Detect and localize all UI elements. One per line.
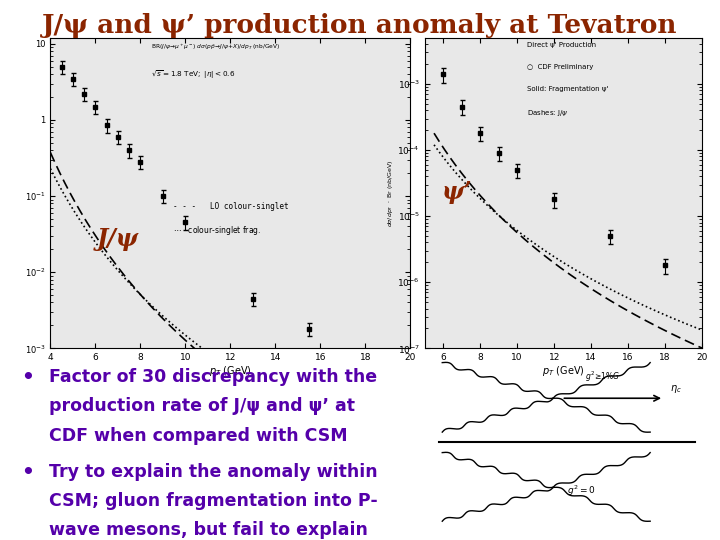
- Text: $g^2\!\geq\!1\%G$: $g^2\!\geq\!1\%G$: [585, 370, 621, 384]
- Text: Factor of 30 discrepancy with the: Factor of 30 discrepancy with the: [49, 368, 377, 386]
- Text: Dashes: J/$\psi$: Dashes: J/$\psi$: [527, 107, 569, 118]
- Text: •: •: [22, 463, 35, 482]
- Text: ψ’: ψ’: [441, 180, 472, 204]
- Text: Try to explain the anomaly within: Try to explain the anomaly within: [49, 463, 377, 481]
- Text: $\eta_c$: $\eta_c$: [670, 383, 681, 395]
- Text: CDF when compared with CSM: CDF when compared with CSM: [49, 427, 348, 444]
- Text: J/ψ and ψ’ production anomaly at Tevatron: J/ψ and ψ’ production anomaly at Tevatro…: [42, 14, 678, 38]
- Text: CSM; gluon fragmentation into P-: CSM; gluon fragmentation into P-: [49, 492, 378, 510]
- Text: - - -   LO colour-singlet: - - - LO colour-singlet: [173, 202, 289, 211]
- Text: •: •: [22, 368, 35, 387]
- Text: $\mathrm{BR}(J/\psi\!\to\!\mu^+\mu^-)\ d\sigma(p\bar{p}\!\to\!J/\psi\!+\!X)/dp_T: $\mathrm{BR}(J/\psi\!\to\!\mu^+\mu^-)\ d…: [151, 43, 281, 52]
- Text: production rate of J/ψ and ψ’ at: production rate of J/ψ and ψ’ at: [49, 397, 355, 415]
- Text: $g^2=0$: $g^2=0$: [567, 484, 595, 498]
- X-axis label: $p_T\ (\mathrm{GeV})$: $p_T\ (\mathrm{GeV})$: [209, 363, 252, 377]
- Text: Direct ψ' Production: Direct ψ' Production: [527, 43, 596, 49]
- Text: $\sqrt{s}=1.8\ \mathrm{TeV};\ |\eta|<0.6$: $\sqrt{s}=1.8\ \mathrm{TeV};\ |\eta|<0.6…: [151, 69, 235, 82]
- Text: wave mesons, but fail to explain: wave mesons, but fail to explain: [49, 522, 368, 539]
- Text: J/ψ: J/ψ: [97, 227, 139, 251]
- Y-axis label: $d\sigma/dp_T\ \cdot\ \mathrm{Br}\ (\mathrm{nb/GeV})$: $d\sigma/dp_T\ \cdot\ \mathrm{Br}\ (\mat…: [386, 159, 395, 227]
- Text: ○  CDF Preliminary: ○ CDF Preliminary: [527, 64, 594, 70]
- Text: $\cdots$   colour-singlet frag.: $\cdots$ colour-singlet frag.: [173, 224, 261, 237]
- Text: Solid: Fragmentation ψ': Solid: Fragmentation ψ': [527, 86, 608, 92]
- X-axis label: $p_T\ (\mathrm{GeV})$: $p_T\ (\mathrm{GeV})$: [542, 363, 585, 377]
